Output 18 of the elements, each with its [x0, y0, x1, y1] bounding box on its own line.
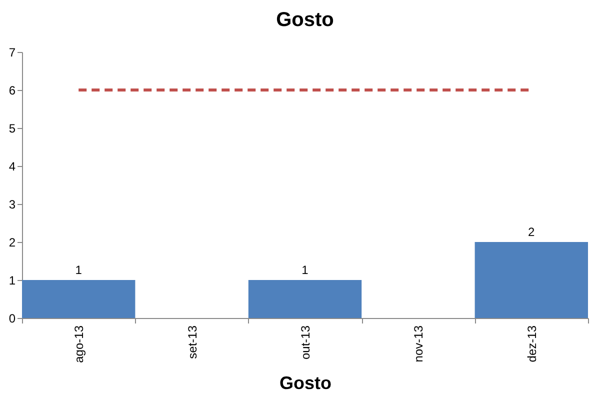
x-tick-label: nov-13 — [412, 325, 426, 362]
y-tick-label: 7 — [8, 46, 16, 60]
y-tick-label: 2 — [8, 236, 16, 250]
data-label: 1 — [302, 263, 309, 277]
y-tick-label: 4 — [8, 160, 16, 174]
data-label: 1 — [75, 263, 82, 277]
y-tick-label: 0 — [8, 312, 16, 326]
y-tick-label: 3 — [8, 198, 16, 212]
x-axis-title: Gosto — [280, 372, 332, 393]
x-tick-label: set-13 — [185, 325, 200, 359]
x-tick-label: out-13 — [298, 325, 312, 360]
y-tick-label: 5 — [8, 122, 16, 136]
x-tick-label: dez-13 — [524, 325, 539, 362]
chart-title: Gosto — [276, 9, 334, 31]
x-tick-label: ago-13 — [72, 325, 86, 363]
y-tick-label: 6 — [8, 84, 16, 98]
data-label: 2 — [528, 225, 536, 239]
y-tick-label: 1 — [8, 274, 16, 288]
